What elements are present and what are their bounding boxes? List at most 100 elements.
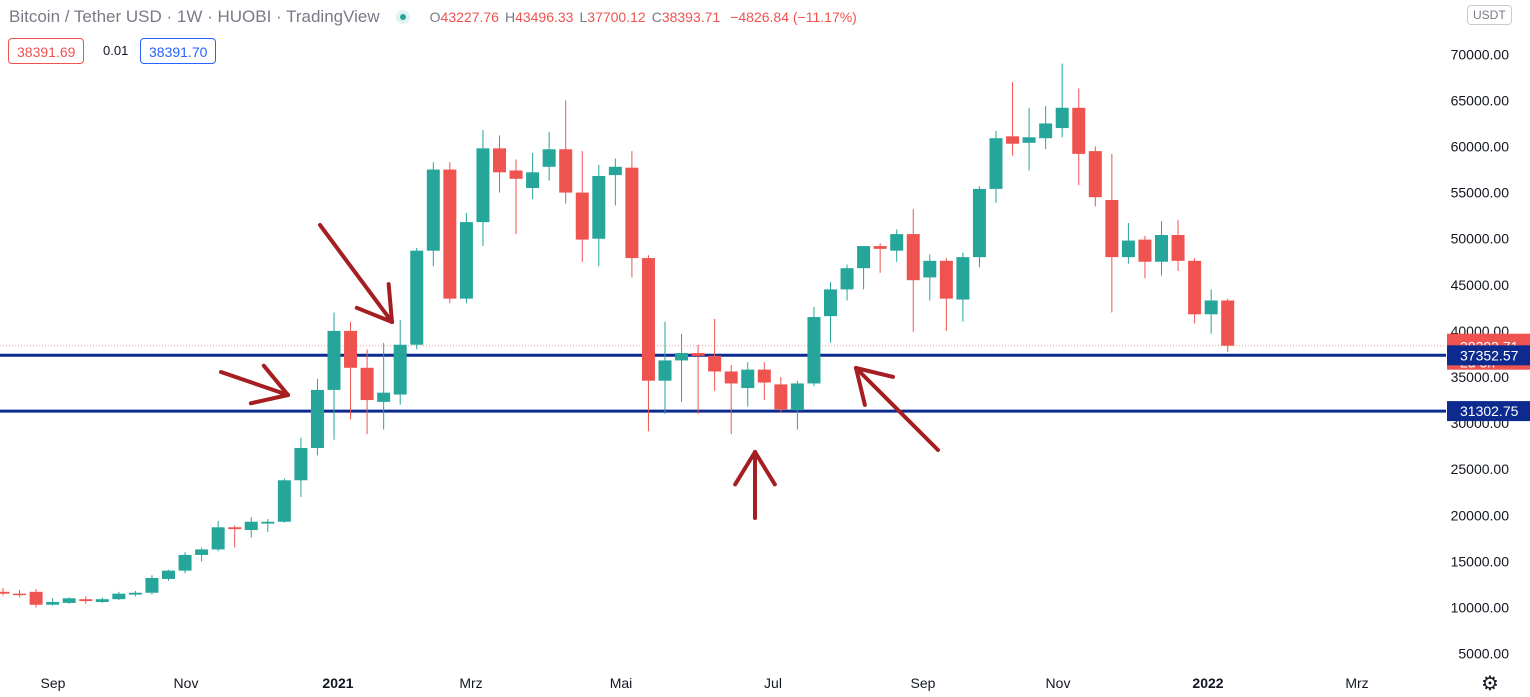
candle-body <box>112 593 126 600</box>
close-label: C <box>651 9 662 25</box>
candle <box>873 243 887 273</box>
candle-body <box>873 246 887 249</box>
candle-body <box>310 389 324 448</box>
gear-icon[interactable]: ⚙ <box>1481 673 1499 695</box>
candle-body <box>724 371 738 384</box>
candle-body <box>327 330 341 390</box>
candle-body <box>1088 151 1102 198</box>
candle-body <box>244 521 258 531</box>
candle-body <box>1155 235 1168 262</box>
candle <box>13 589 27 598</box>
candle <box>244 517 258 538</box>
time-tick-label: Mrz <box>459 675 482 691</box>
price-tick-label: 70000.00 <box>1451 46 1510 62</box>
arrow-shaft <box>219 370 290 397</box>
time-tick-label: 2022 <box>1192 675 1223 691</box>
candle-body <box>989 138 1003 189</box>
candle <box>459 212 473 304</box>
high-label: H <box>504 9 516 25</box>
change-value: −4826.84 (−11.17%) <box>730 9 857 25</box>
candle <box>542 131 556 181</box>
candle <box>1155 221 1168 276</box>
candle-body <box>344 330 358 368</box>
candle <box>79 596 93 604</box>
candle <box>1171 220 1185 271</box>
candle-body <box>211 527 225 550</box>
price-tick-label: 50000.00 <box>1451 231 1510 247</box>
candle-body <box>1204 300 1218 315</box>
candle <box>526 152 540 200</box>
candle <box>178 552 192 574</box>
price-tick-label: 25000.00 <box>1451 461 1510 477</box>
candle-body <box>62 598 76 603</box>
candle <box>0 588 10 596</box>
candle-body <box>1039 123 1053 139</box>
candle <box>906 209 920 332</box>
drawing-annotations <box>219 223 940 520</box>
candle-body <box>1072 107 1086 154</box>
candle <box>228 525 242 548</box>
candle <box>1006 81 1020 156</box>
candle-body <box>559 149 573 193</box>
candle-body <box>1121 240 1135 258</box>
candle <box>724 365 738 435</box>
price-axis: 5000.00 10000.00 15000.00 20000.00 25000.00 3… <box>1446 0 1530 668</box>
candle-body <box>923 260 937 278</box>
candle <box>128 590 142 597</box>
arrow-up-left <box>854 366 940 452</box>
candle <box>741 362 755 407</box>
arrow-head <box>854 366 895 379</box>
candle <box>790 380 804 430</box>
candle <box>691 344 705 414</box>
candle <box>972 186 986 268</box>
candle <box>840 264 854 301</box>
level-price-label: 31302.75 <box>1460 403 1519 419</box>
candle <box>195 547 209 562</box>
candle-body <box>641 258 655 381</box>
candle-body <box>128 592 142 595</box>
arrow-head <box>386 282 394 324</box>
candle-body <box>741 369 755 389</box>
candle-body <box>29 591 43 605</box>
price-tick-label: 10000.00 <box>1451 600 1510 616</box>
candle <box>112 591 126 601</box>
candle <box>1088 146 1102 207</box>
candle-body <box>890 234 904 251</box>
price-tick-label: 20000.00 <box>1451 507 1510 523</box>
time-tick-label: Nov <box>174 675 199 691</box>
time-axis: Sep Nov 2021 Mrz Mai Jul Sep Nov 2022 Mrz <box>41 675 1369 691</box>
candle <box>476 129 490 247</box>
candle <box>29 589 43 608</box>
candle <box>774 377 788 413</box>
level-price-label: 37352.57 <box>1460 347 1519 363</box>
candle-body <box>857 246 871 269</box>
arrow-head <box>248 393 290 406</box>
sell-price-button[interactable]: 38391.69 <box>8 38 85 64</box>
symbol-title[interactable]: Bitcoin / Tether USD · 1W · HUOBI · Trad… <box>9 7 380 26</box>
currency-button[interactable]: USDT <box>1467 5 1512 25</box>
candle <box>708 318 722 391</box>
candle-body <box>0 591 10 594</box>
candle-body <box>277 480 291 522</box>
candle-body <box>1055 107 1069 129</box>
candle <box>989 130 1003 203</box>
candle <box>46 598 60 606</box>
candle-body <box>972 188 986 258</box>
candles <box>0 63 1235 608</box>
candle <box>261 518 275 532</box>
candle-body <box>443 169 457 299</box>
arrow-head <box>261 363 290 397</box>
buy-price-button[interactable]: 38391.70 <box>140 38 217 64</box>
low-value: 37700.12 <box>587 9 646 25</box>
candle-body <box>575 192 589 240</box>
candle-body <box>757 369 771 383</box>
candle <box>294 437 308 497</box>
candle-body <box>774 384 788 410</box>
candle-body <box>95 599 109 602</box>
candle-body <box>708 355 722 372</box>
candle-body <box>824 289 837 317</box>
candle-body <box>410 250 424 345</box>
level-price-tag <box>1447 401 1530 422</box>
candle <box>162 569 175 581</box>
